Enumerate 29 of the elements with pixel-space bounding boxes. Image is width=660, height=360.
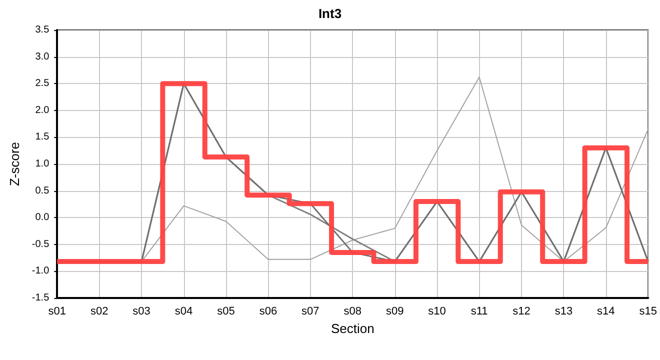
y-tick-label: 0.0 xyxy=(35,212,50,224)
y-tick-label: -1.5 xyxy=(32,292,50,304)
y-tick-label: 2.0 xyxy=(35,104,50,116)
x-tick-label: s14 xyxy=(597,306,615,318)
x-tick-label: s11 xyxy=(470,306,488,318)
y-tick-label: 1.5 xyxy=(35,132,50,143)
y-tick-label: 1.0 xyxy=(35,158,50,170)
x-tick-label: s05 xyxy=(217,306,235,318)
x-tick-label: s08 xyxy=(344,306,362,318)
y-tick-label: 3.0 xyxy=(35,51,50,62)
x-tick-label: s10 xyxy=(428,306,446,318)
y-tick-label: 0.5 xyxy=(35,185,50,196)
x-tick-label: s02 xyxy=(90,306,108,318)
chart-title: Int3 xyxy=(318,6,342,21)
y-tick-label: -0.5 xyxy=(32,238,50,250)
y-tick-label: -1.0 xyxy=(32,266,50,277)
x-tick-label: s15 xyxy=(639,306,658,318)
x-tick-label: s01 xyxy=(48,306,66,318)
y-axis-title: Z-score xyxy=(7,142,22,186)
x-tick-label: s13 xyxy=(554,306,573,318)
x-axis-title: Section xyxy=(330,320,374,336)
x-tick-label: s09 xyxy=(386,306,404,318)
x-tick-label: s07 xyxy=(302,306,320,318)
y-tick-label: 2.5 xyxy=(35,78,50,90)
x-tick-label: s03 xyxy=(132,306,150,318)
x-tick-label: s06 xyxy=(259,306,278,318)
x-tick-label: s04 xyxy=(174,306,193,318)
x-tick-label: s12 xyxy=(512,306,530,318)
y-tick-label: 3.5 xyxy=(35,24,50,36)
